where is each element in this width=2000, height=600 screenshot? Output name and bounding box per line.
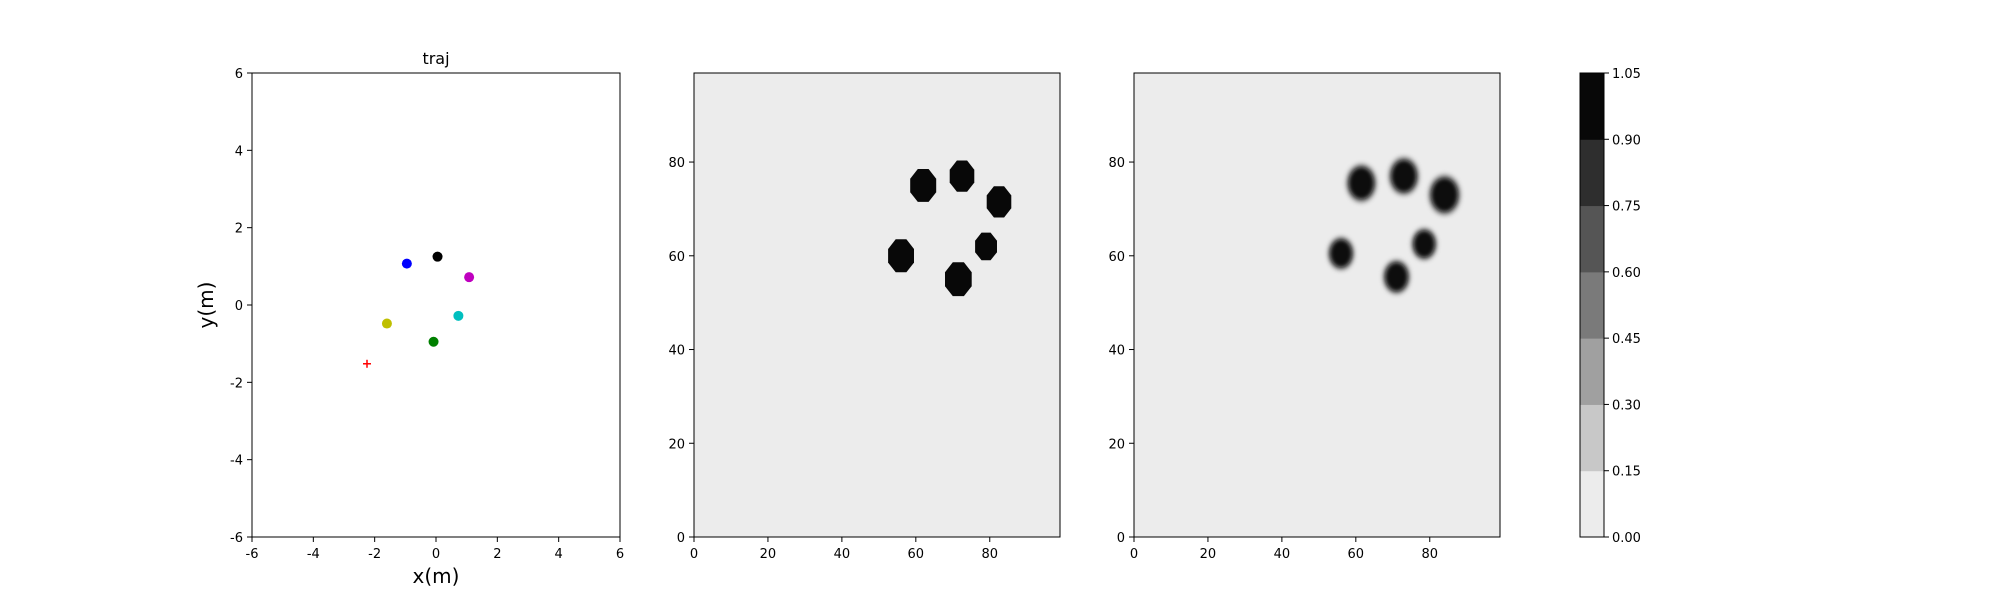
- map-1-frame: [693, 72, 1061, 538]
- traj-ytick-label: -2: [230, 376, 243, 391]
- map-1-ytick-label: 80: [668, 156, 685, 171]
- map-1-xtick-label: 20: [760, 547, 777, 562]
- map-1-ytick-label: 60: [668, 250, 685, 265]
- traj-yticks: -6 -4 -2 0 2 4 6: [230, 67, 252, 546]
- colorbar-tick-label: 0.30: [1612, 398, 1641, 413]
- map-1-yticks: 0 20 40 60 80: [668, 156, 694, 546]
- traj-xtick-label: 4: [555, 547, 563, 562]
- map-1-blob-0: [910, 169, 937, 202]
- colorbar-band-3: [1580, 271, 1604, 339]
- map-1-blobs: [888, 160, 1012, 297]
- traj-panel: -6 -4 -2 0 2 4 6 -6 -4 -2 0 2 4 6 traj x(m) y(m): [194, 49, 624, 588]
- map-1-xtick-label: 60: [908, 547, 925, 562]
- colorbar-tick-label: 0.75: [1612, 200, 1641, 215]
- map-2-xtick-label: 80: [1421, 547, 1438, 562]
- map-2-blob-1: [1391, 160, 1417, 193]
- map-1-xtick-label: 40: [834, 547, 851, 562]
- map-1-blob-1: [949, 160, 975, 192]
- traj-points: [363, 251, 475, 368]
- map-1-ytick-label: 20: [668, 437, 685, 452]
- colorbar-band-4: [1580, 205, 1604, 273]
- map-2-blob-5: [1385, 262, 1408, 292]
- map-1-xticks: 0 20 40 60 80: [690, 537, 998, 562]
- colorbar-bands: [1580, 73, 1604, 538]
- map-2-blob-3: [1330, 239, 1353, 268]
- map-2-ytick-label: 20: [1108, 437, 1125, 452]
- colorbar-tick-label: 0.60: [1612, 266, 1641, 281]
- traj-goal-marker: [363, 359, 371, 368]
- traj-xtick-label: 2: [493, 547, 501, 562]
- traj-xtick-label: -2: [368, 547, 381, 562]
- traj-ytick-label: 6: [235, 67, 243, 82]
- colorbar-tick-label: 1.05: [1612, 67, 1641, 82]
- traj-xtick-label: 0: [432, 547, 440, 562]
- map-2-ytick-label: 80: [1108, 156, 1125, 171]
- colorbar: 0.00 0.15 0.30 0.45 0.60 0.75 0.90 1.05: [1579, 67, 1641, 546]
- map-1-blob-3: [888, 239, 914, 273]
- colorbar-band-0: [1580, 470, 1604, 538]
- traj-point-1: [432, 251, 443, 262]
- traj-ytick-label: 2: [235, 222, 243, 237]
- colorbar-band-2: [1580, 338, 1604, 405]
- map-2-xtick-label: 0: [1130, 547, 1138, 562]
- map-panel-2: 0 20 40 60 80 0 20 40 60 80: [1108, 72, 1501, 562]
- map-panel-1: 0 20 40 60 80 0 20 40 60 80: [668, 72, 1061, 562]
- traj-ytick-label: -4: [230, 454, 243, 469]
- map-1-background: [694, 73, 1060, 537]
- traj-xlabel: x(m): [413, 564, 460, 588]
- traj-point-5: [381, 318, 392, 329]
- map-2-blob-4: [1413, 230, 1435, 258]
- map-2-yticks: 0 20 40 60 80: [1108, 156, 1134, 546]
- colorbar-tick-label: 0.45: [1612, 332, 1641, 347]
- map-1-blob-2: [986, 186, 1012, 218]
- colorbar-tick-label: 0.15: [1612, 465, 1641, 480]
- traj-title: traj: [422, 49, 449, 68]
- traj-point-3: [453, 310, 464, 321]
- traj-ytick-label: -6: [230, 531, 243, 546]
- traj-ylabel: y(m): [194, 282, 218, 329]
- map-1-ytick-label: 0: [677, 531, 685, 546]
- map-2-xtick-label: 40: [1274, 547, 1291, 562]
- traj-ytick-label: 4: [235, 144, 243, 159]
- traj-xtick-label: -4: [307, 547, 320, 562]
- traj-xtick-label: 6: [616, 547, 624, 562]
- map-1-xtick-label: 80: [981, 547, 998, 562]
- map-2-ytick-label: 60: [1108, 250, 1125, 265]
- map-2-ytick-label: 40: [1108, 344, 1125, 359]
- traj-point-0: [401, 258, 412, 269]
- colorbar-tick-label: 0.00: [1612, 531, 1641, 546]
- map-2-xtick-label: 60: [1348, 547, 1365, 562]
- map-1-blob-4: [975, 232, 997, 261]
- map-1-blob-5: [945, 262, 972, 297]
- colorbar-ticks: 0.00 0.15 0.30 0.45 0.60 0.75 0.90 1.05: [1604, 67, 1641, 546]
- traj-point-4: [428, 336, 439, 347]
- colorbar-band-5: [1580, 139, 1604, 207]
- map-2-blob-2: [1431, 177, 1458, 212]
- map-1-ytick-label: 40: [668, 344, 685, 359]
- map-2-xticks: 0 20 40 60 80: [1130, 537, 1438, 562]
- traj-xticks: -6 -4 -2 0 2 4 6: [246, 537, 624, 562]
- map-1-xtick-label: 0: [690, 547, 698, 562]
- traj-xtick-label: -6: [246, 547, 259, 562]
- map-2-blob-0: [1348, 167, 1375, 200]
- map-2-xtick-label: 20: [1200, 547, 1217, 562]
- traj-ytick-label: 0: [235, 299, 243, 314]
- map-2-background: [1134, 73, 1500, 537]
- colorbar-frame: [1579, 72, 1605, 538]
- colorbar-tick-label: 0.90: [1612, 133, 1641, 148]
- traj-plot-area: [252, 73, 620, 537]
- map-2-frame: [1133, 72, 1501, 538]
- colorbar-band-6: [1580, 73, 1604, 140]
- map-2-ytick-label: 0: [1117, 531, 1125, 546]
- traj-point-2: [464, 272, 475, 283]
- map-2-blobs: [1327, 156, 1462, 295]
- colorbar-band-1: [1580, 404, 1604, 472]
